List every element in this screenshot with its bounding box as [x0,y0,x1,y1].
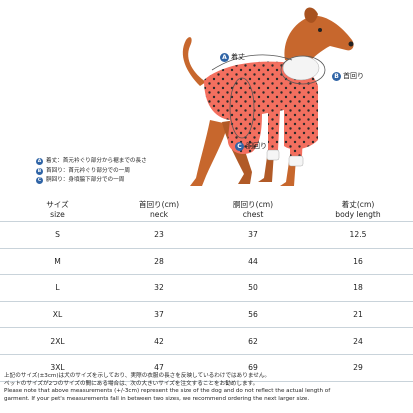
note-jp-1: 上記のサイズ(±3cm)は犬のサイズを示しており、実際の衣服の長さを反映している… [4,373,271,379]
cell-size: XL [0,300,115,328]
label-chest: 胴回り [246,142,267,150]
dog-ear [304,7,318,23]
legend-badge-b: B [36,167,43,175]
label-neck: 首回り [343,72,364,80]
cell-size: M [0,247,115,275]
dog-tail [182,37,206,86]
table-row: S 23 37 12.5 [0,221,413,249]
dimension-label-a: A 着丈 [220,52,245,62]
dog-head [284,15,354,66]
legend-text-a: 着丈：首元衿ぐり部分から裾までの長さ [46,158,147,164]
cell-neck: 23 [115,221,203,249]
neck-circle [280,55,326,85]
size-table: サイズ size 首回り(cm) neck 胴回り(cm) chest 着丈(c… [0,198,413,382]
cell-neck: 37 [115,300,203,328]
note-en-2: garment. If your pet's measurements fall… [4,395,310,402]
note-en-1: Please note that above measurements (+/-… [4,388,331,395]
cell-chest: 50 [203,274,303,302]
legend-item-c: C 胴回り：身頃脇下部分での一周 [36,176,147,186]
cell-neck: 42 [115,327,203,355]
cell-length: 29 [303,353,413,382]
header-neck-en: neck [149,209,169,219]
cell-size: 2XL [0,327,115,355]
cell-length: 21 [303,300,413,328]
cell-chest: 62 [203,327,303,355]
legend-badge-a: A [36,158,43,166]
badge-b: B [332,71,341,81]
cell-chest: 56 [203,300,303,328]
cell-length: 24 [303,327,413,355]
chest-circle [229,77,255,139]
cell-size: L [0,274,115,302]
header-length-jp: 着丈(cm) [341,200,375,209]
legend-text-b: 首回り：首元衿ぐり部分での一周 [46,167,130,174]
table-row: M 28 44 16 [0,247,413,275]
cell-chest: 44 [203,247,303,275]
header-size-jp: サイズ [46,200,69,209]
note-jp-2: ペットのサイズが2つのサイズの間にある場合は、次の大きいサイズを注文することをお… [4,380,259,387]
header-chest-jp: 胴回り(cm) [232,200,274,209]
table-header-row: サイズ size 首回り(cm) neck 胴回り(cm) chest 着丈(c… [0,198,413,222]
header-length-en: body length [335,209,381,219]
header-size-en: size [50,209,65,219]
header-neck: 首回り(cm) neck [115,198,203,222]
table-row: 3XL 47 69 29 [0,353,413,382]
table-row: 2XL 42 62 24 [0,327,413,355]
header-chest: 胴回り(cm) chest [203,198,303,222]
cell-chest: 37 [203,221,303,249]
dimension-label-b: B 首回り [332,71,364,81]
cell-chest: 69 [203,353,303,382]
legend-item-b: B 首回り：首元衿ぐり部分での一周 [36,167,147,177]
cell-length: 12.5 [303,221,413,249]
header-neck-jp: 首回り(cm) [138,200,180,209]
legend-badge-c: C [36,177,43,185]
legend-item-a: A 着丈：首元衿ぐり部分から裾までの長さ [36,157,147,167]
header-size: サイズ size [0,198,115,222]
dimension-label-c: C 胴回り [235,141,267,151]
header-chest-en: chest [242,209,264,219]
cell-neck: 28 [115,247,203,275]
legend-text-c: 胴回り：身頃脇下部分での一周 [46,177,125,184]
cell-size: 3XL [0,353,115,382]
cell-length: 16 [303,247,413,275]
table-row: XL 37 56 21 [0,300,413,328]
size-notes: 上記のサイズ(±3cm)は犬のサイズを示しており、実際の衣服の長さを反映している… [4,373,412,403]
label-length: 着丈 [231,53,245,61]
badge-c: C [235,141,244,151]
table-row: L 32 50 18 [0,274,413,302]
dog-sweater-illustration [182,7,354,186]
cell-neck: 32 [115,274,203,302]
cell-size: S [0,221,115,249]
length-arrow [211,54,293,71]
badge-a: A [220,52,229,62]
header-length: 着丈(cm) body length [303,198,413,222]
dog-back-leg [190,120,228,186]
measurement-legend: A 着丈：首元衿ぐり部分から裾までの長さ B 首回り：首元衿ぐり部分での一周 C… [36,157,147,186]
cell-length: 18 [303,274,413,302]
cell-neck: 47 [115,353,203,382]
